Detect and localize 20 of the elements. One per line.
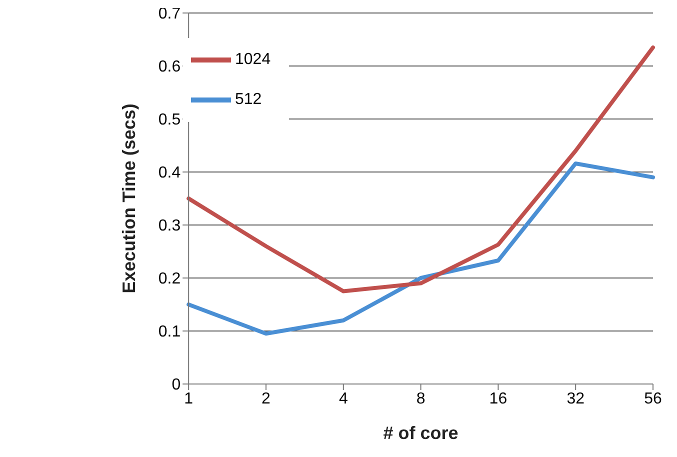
x-tick-label: 2 (262, 390, 271, 408)
y-tick-label: 0.6 (158, 58, 181, 76)
y-tick-label: 0.5 (158, 112, 181, 129)
x-tick-label: 16 (489, 390, 508, 408)
line-series (186, 162, 655, 336)
x-tick-label: 56 (644, 390, 662, 408)
x-tick-label: 8 (416, 390, 426, 408)
y-tick-label: 0.3 (158, 218, 181, 235)
y-tick-label: 0.2 (158, 270, 181, 288)
y-axis-title: Execution Time (secs) (118, 104, 139, 294)
x-tick-label: 4 (338, 390, 348, 408)
x-tick-label: 32 (566, 390, 585, 408)
legend-label: 512 (235, 91, 262, 108)
y-tick-label: 0 (172, 376, 181, 394)
x-tick-label: 1 (184, 390, 194, 408)
line-series (186, 45, 655, 294)
x-axis-title: # of core (383, 423, 458, 443)
y-tick-label: 0.1 (158, 324, 181, 341)
y-tick-label: 0.4 (158, 164, 181, 182)
legend-label: 1024 (235, 51, 271, 68)
